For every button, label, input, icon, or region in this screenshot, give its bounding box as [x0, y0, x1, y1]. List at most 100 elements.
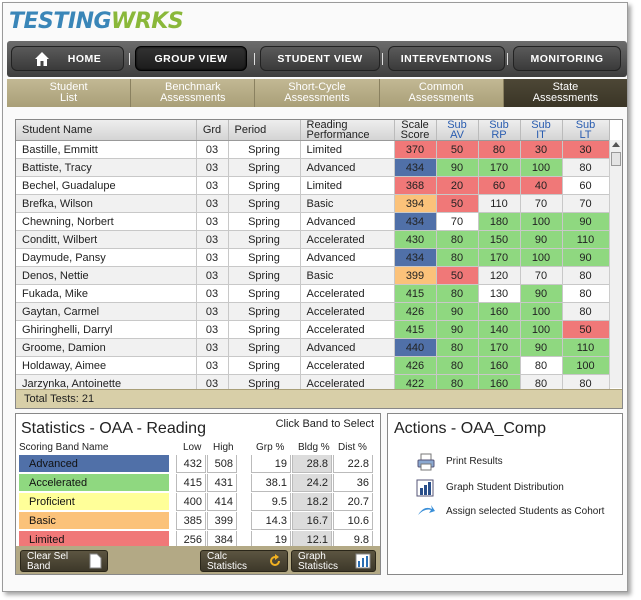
sub-av-cell: 80	[436, 284, 479, 303]
scoring-band-limited[interactable]: Limited	[19, 531, 169, 549]
main-nav: HOME GROUP VIEW STUDENT VIEW INTERVENTIO…	[7, 41, 627, 77]
band-grp-value: 9.5	[251, 493, 291, 511]
performance-cell: Accelerated	[300, 302, 395, 321]
table-row[interactable]: Chewning, Norbert 03 Spring Advanced 434 70 18…	[16, 212, 610, 231]
table-row[interactable]: Daymude, Pansy 03 Spring Advanced 434 80 170 10…	[16, 248, 610, 267]
period-cell: Spring	[228, 230, 301, 249]
student-name-cell: Chewning, Norbert	[16, 212, 197, 231]
col-sub-it[interactable]: Sub IT	[520, 120, 563, 141]
period-cell: Spring	[228, 158, 301, 177]
subtab-state-assessments[interactable]: State Assessments	[503, 79, 628, 107]
table-row[interactable]: Battiste, Tracy 03 Spring Advanced 434 90 170 1…	[16, 158, 610, 177]
tab-monitoring[interactable]: MONITORING	[513, 46, 621, 71]
results-table-panel: Student Name Grd Period Reading Performan…	[15, 119, 623, 409]
sub-it-cell: 100	[520, 158, 563, 177]
home-button[interactable]: HOME	[11, 46, 124, 71]
sub-rp-cell: 130	[478, 284, 521, 303]
sub-lt-cell: 80	[562, 284, 610, 303]
grade-cell: 03	[196, 176, 229, 195]
sub-av-cell: 70	[436, 212, 479, 231]
table-row[interactable]: Jarzynka, Antoinette 03 Spring Accelerated 4…	[16, 374, 610, 393]
tab-student-view[interactable]: STUDENT VIEW	[260, 46, 380, 71]
sub-lt-cell: 80	[562, 266, 610, 285]
col-scale-score[interactable]: Scale Score	[394, 120, 437, 141]
scale-score-cell: 415	[394, 320, 437, 339]
scoring-band-accelerated[interactable]: Accelerated	[19, 474, 169, 492]
grade-cell: 03	[196, 248, 229, 267]
student-name-cell: Battiste, Tracy	[16, 158, 197, 177]
hdr-grp: Grp %	[256, 442, 285, 453]
sub-it-cell: 70	[520, 194, 563, 213]
sub-lt-cell: 80	[562, 302, 610, 321]
band-dist-value: 36	[333, 474, 373, 492]
sub-it-cell: 80	[520, 356, 563, 375]
tab-interventions[interactable]: INTERVENTIONS	[388, 46, 505, 71]
table-row[interactable]: Gaytan, Carmel 03 Spring Accelerated 426 90 16…	[16, 302, 610, 321]
sub-av-cell: 80	[436, 356, 479, 375]
col-grd[interactable]: Grd	[196, 120, 229, 141]
performance-cell: Accelerated	[300, 320, 395, 339]
table-scrollbar[interactable]	[609, 140, 622, 388]
col-sub-rp[interactable]: Sub RP	[478, 120, 521, 141]
calc-statistics-button[interactable]: Calc Statistics	[200, 550, 288, 572]
assessment-tabs: Student List Benchmark Assessments Short-C…	[7, 79, 628, 107]
period-cell: Spring	[228, 284, 301, 303]
sub-it-cell: 80	[520, 374, 563, 393]
period-cell: Spring	[228, 176, 301, 195]
clear-sel-band-button[interactable]: Clear Sel Band	[20, 550, 108, 572]
scoring-band-proficient[interactable]: Proficient	[19, 493, 169, 511]
table-row[interactable]: Brefka, Wilson 03 Spring Basic 394 50 110 70 70	[16, 194, 610, 213]
scoring-band-advanced[interactable]: Advanced	[19, 455, 169, 473]
scrollbar-thumb[interactable]	[611, 152, 621, 166]
band-high-value: 508	[207, 455, 237, 473]
scoring-band-basic[interactable]: Basic	[19, 512, 169, 530]
sub-av-cell: 90	[436, 158, 479, 177]
page-icon	[89, 553, 102, 569]
band-low-value: 385	[176, 512, 206, 530]
grade-cell: 03	[196, 194, 229, 213]
sub-rp-cell: 60	[478, 176, 521, 195]
hdr-low: Low	[183, 442, 202, 453]
table-row[interactable]: Holdaway, Aimee 03 Spring Accelerated 426 80 1…	[16, 356, 610, 375]
grade-cell: 03	[196, 338, 229, 357]
table-row[interactable]: Conditt, Wilbert 03 Spring Accelerated 430 80…	[16, 230, 610, 249]
band-bldg-value: 18.2	[292, 493, 332, 511]
table-row[interactable]: Fukada, Mike 03 Spring Accelerated 415 80 130 9…	[16, 284, 610, 303]
col-sub-av[interactable]: Sub AV	[436, 120, 479, 141]
sub-rp-cell: 140	[478, 320, 521, 339]
col-student-name[interactable]: Student Name	[16, 120, 197, 141]
subtab-benchmark-assessments[interactable]: Benchmark Assessments	[131, 79, 256, 107]
scroll-up-arrow-icon[interactable]	[612, 142, 620, 147]
sub-lt-cell: 30	[562, 140, 610, 159]
hdr-band-name: Scoring Band Name	[19, 442, 109, 453]
subtab-common-assessments[interactable]: Common Assessments	[379, 79, 504, 107]
col-sub-lt[interactable]: Sub LT	[562, 120, 610, 141]
table-row[interactable]: Bastille, Emmitt 03 Spring Limited 370 50 80 30…	[16, 140, 610, 159]
subtab-student-list[interactable]: Student List	[7, 79, 132, 107]
grade-cell: 03	[196, 356, 229, 375]
performance-cell: Basic	[300, 194, 395, 213]
student-name-cell: Ghiringhelli, Darryl	[16, 320, 197, 339]
student-name-cell: Brefka, Wilson	[16, 194, 197, 213]
student-name-cell: Bastille, Emmitt	[16, 140, 197, 159]
col-period[interactable]: Period	[228, 120, 301, 141]
sub-av-cell: 90	[436, 302, 479, 321]
table-row[interactable]: Denos, Nettie 03 Spring Basic 399 50 120 70 80	[16, 266, 610, 285]
table-row[interactable]: Bechel, Guadalupe 03 Spring Limited 368 20 60 4…	[16, 176, 610, 195]
graph-statistics-button[interactable]: Graph Statistics	[291, 550, 376, 572]
sub-av-cell: 20	[436, 176, 479, 195]
sub-rp-cell: 80	[478, 140, 521, 159]
performance-cell: Advanced	[300, 212, 395, 231]
sub-lt-cell: 80	[562, 158, 610, 177]
col-reading-performance[interactable]: Reading Performance	[300, 120, 395, 141]
table-row[interactable]: Ghiringhelli, Darryl 03 Spring Accelerated 4…	[16, 320, 610, 339]
table-row[interactable]: Groome, Damion 03 Spring Advanced 440 80 170 90…	[16, 338, 610, 357]
scale-score-cell: 434	[394, 212, 437, 231]
subtab-short-cycle-assessments[interactable]: Short-Cycle Assessments	[255, 79, 380, 107]
period-cell: Spring	[228, 320, 301, 339]
tab-group-view[interactable]: GROUP VIEW	[135, 46, 247, 71]
sub-it-cell: 100	[520, 320, 563, 339]
hdr-dist: Dist %	[338, 442, 367, 453]
scale-score-cell: 440	[394, 338, 437, 357]
sub-rp-cell: 120	[478, 266, 521, 285]
